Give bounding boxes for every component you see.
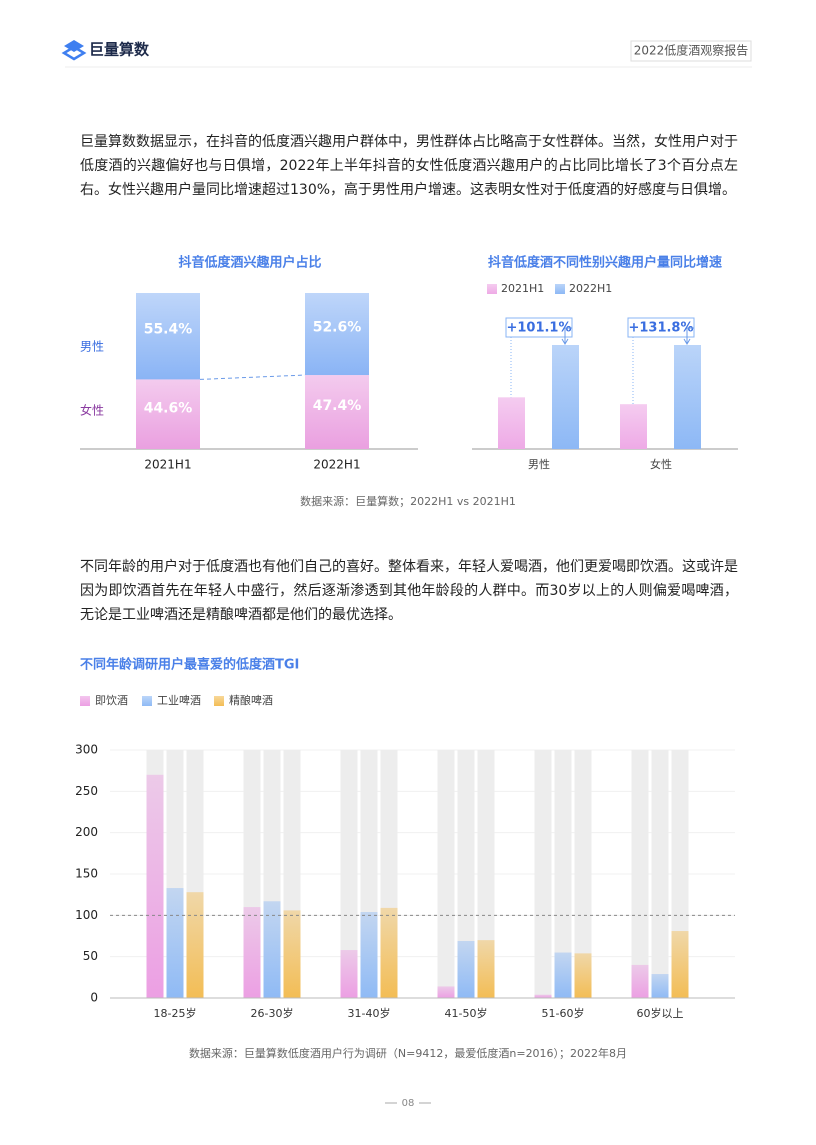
bar [283, 910, 301, 998]
x-tick-label: 26-30岁 [251, 1006, 294, 1020]
x-tick-label: 60岁以上 [637, 1006, 684, 1020]
annotation-arrow [683, 327, 694, 345]
x-tick-label: 2021H1 [144, 458, 191, 472]
y-tick-label: 0 [90, 991, 98, 1005]
legend-swatch [214, 696, 224, 706]
source: 数据来源：巨量算数；2022H1 vs 2021H1 [300, 494, 516, 508]
y-tick-label: 50 [83, 949, 98, 963]
bar-track [574, 750, 592, 998]
x-tick-label: 31-40岁 [348, 1006, 391, 1020]
legend-label: 2021H1 [501, 282, 544, 295]
bar [671, 931, 689, 998]
value-label: 52.6% [313, 319, 362, 335]
x-tick-label: 2022H1 [313, 458, 360, 472]
bar-track [457, 750, 475, 998]
bar [534, 994, 552, 998]
bar [380, 907, 398, 998]
bar [651, 974, 669, 998]
bar [457, 940, 475, 998]
bar [631, 964, 649, 998]
annotation: +131.8% [628, 321, 693, 336]
legend-label: 2022H1 [569, 282, 612, 295]
legend-swatch [142, 696, 152, 706]
page-number: 08 [402, 1098, 415, 1109]
bar [263, 901, 281, 998]
value-label: 55.4% [144, 321, 193, 337]
annotation-arrow [561, 327, 572, 345]
report-box [630, 40, 752, 62]
x-tick-label: 18-25岁 [154, 1006, 197, 1020]
bar [477, 940, 495, 998]
source: 数据来源：巨量算数低度酒用户行为调研（N=9412，最爱低度酒n=2016）；2… [189, 1046, 627, 1060]
x-tick-label: 51-60岁 [542, 1006, 585, 1020]
report-title: 2022低度酒观察报告 [634, 43, 749, 58]
x-tick-label: 女性 [650, 457, 672, 471]
bar-segment [136, 293, 200, 380]
annotation: +101.1% [506, 321, 571, 336]
bar-track [651, 750, 669, 998]
legend-swatch [487, 284, 497, 294]
bar-track [631, 750, 649, 998]
bar [340, 950, 358, 998]
bar [437, 986, 455, 998]
legend-label: 工业啤酒 [157, 693, 201, 707]
y-tick-label: 300 [75, 743, 98, 757]
series-label: 男性 [80, 340, 104, 354]
legend-swatch [80, 696, 90, 706]
chart-title: 抖音低度酒不同性别兴趣用户量同比增速 [488, 255, 722, 271]
bar [620, 404, 647, 449]
bar [166, 888, 184, 998]
brand: 巨量算数 [89, 41, 150, 59]
paragraph: 巨量算数数据显示，在抖音的低度酒兴趣用户群体中，男性群体占比略高于女性群体。当然… [80, 134, 738, 198]
legend-swatch [555, 284, 565, 294]
bar-segment [136, 379, 200, 449]
y-tick-label: 100 [75, 908, 98, 922]
y-tick-label: 200 [75, 825, 98, 839]
bar [554, 952, 572, 998]
bar [146, 774, 164, 998]
bar [552, 345, 579, 449]
bar [360, 912, 378, 998]
paragraph: 不同年龄的用户对于低度酒也有他们自己的喜好。整体看来，年轻人爱喝酒，他们更爱喝即… [80, 559, 738, 623]
chart-title: 不同年龄调研用户最喜爱的低度酒TGI [80, 657, 299, 673]
bar-segment [305, 375, 369, 449]
x-tick-label: 41-50岁 [445, 1006, 488, 1020]
bar [498, 397, 525, 449]
bar [186, 892, 204, 998]
logo-icon [61, 40, 87, 61]
bar-track [340, 750, 358, 998]
series-label: 女性 [80, 403, 104, 418]
legend-label: 即饮酒 [95, 694, 128, 707]
bar [243, 907, 261, 998]
bar [674, 345, 701, 449]
connector [199, 374, 306, 380]
value-label: 47.4% [313, 398, 362, 414]
legend-label: 精酿啤酒 [229, 693, 273, 707]
bar-track [554, 750, 572, 998]
x-tick-label: 男性 [528, 457, 550, 471]
bar-track [437, 750, 455, 998]
value-label: 44.6% [144, 401, 193, 417]
bar-segment [305, 293, 369, 376]
y-tick-label: 150 [75, 867, 98, 881]
bar-track [534, 750, 552, 998]
bar [574, 953, 592, 998]
bar-track [477, 750, 495, 998]
y-tick-label: 250 [75, 784, 98, 798]
chart-title: 抖音低度酒兴趣用户占比 [178, 255, 321, 271]
